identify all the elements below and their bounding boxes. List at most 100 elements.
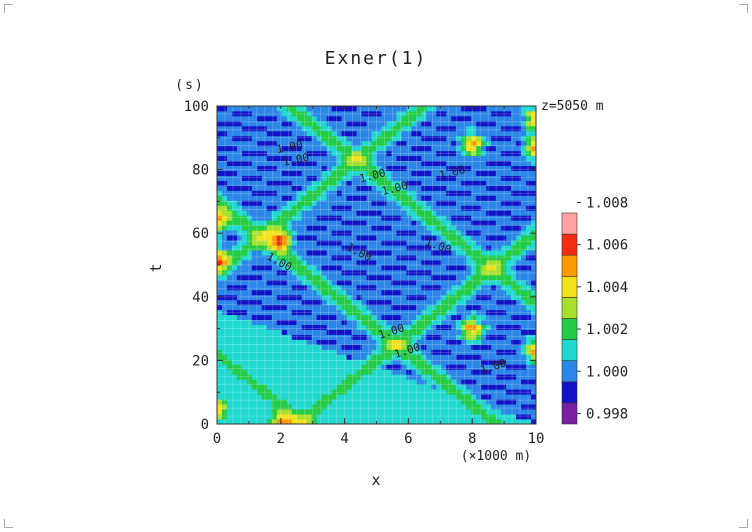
field-cell bbox=[421, 205, 427, 211]
field-cell bbox=[516, 106, 522, 112]
field-cell bbox=[521, 215, 527, 221]
field-cell bbox=[456, 215, 462, 221]
field-cell bbox=[436, 130, 442, 137]
field-cell bbox=[266, 255, 273, 261]
field-cell bbox=[281, 160, 288, 167]
field-cell bbox=[396, 150, 402, 157]
field-cell bbox=[356, 354, 362, 360]
field-cell bbox=[471, 309, 477, 316]
field-cell bbox=[246, 200, 253, 206]
field-cell bbox=[406, 289, 412, 296]
field-cell bbox=[221, 304, 228, 311]
field-cell bbox=[341, 195, 347, 201]
y-tick-label: 0 bbox=[201, 417, 209, 433]
field-cell bbox=[526, 250, 532, 256]
field-cell bbox=[481, 225, 487, 231]
field-cell bbox=[311, 250, 318, 256]
field-cell bbox=[461, 399, 467, 405]
field-cell bbox=[496, 160, 502, 167]
field-cell bbox=[301, 359, 308, 365]
field-cell bbox=[521, 220, 527, 226]
field-cell bbox=[291, 309, 298, 316]
field-cell bbox=[266, 200, 273, 206]
field-cell bbox=[226, 274, 233, 281]
field-cell bbox=[286, 200, 293, 206]
field-cell bbox=[421, 120, 427, 127]
field-cell bbox=[401, 399, 407, 405]
field-cell bbox=[501, 150, 507, 157]
field-cell bbox=[446, 265, 452, 271]
field-cell bbox=[381, 210, 387, 216]
field-cell bbox=[406, 314, 412, 321]
field-cell bbox=[236, 255, 243, 261]
field-cell bbox=[256, 170, 263, 176]
field-cell bbox=[481, 384, 487, 390]
field-cell bbox=[441, 170, 447, 176]
field-cell bbox=[301, 255, 308, 261]
field-cell bbox=[341, 284, 347, 291]
field-cell bbox=[471, 135, 477, 142]
field-cell bbox=[217, 200, 223, 206]
field-cell bbox=[291, 190, 298, 196]
field-cell bbox=[441, 329, 447, 335]
field-cell bbox=[441, 324, 447, 330]
field-cell bbox=[226, 120, 233, 127]
field-cell bbox=[401, 384, 407, 390]
field-cell bbox=[311, 364, 318, 370]
field-cell bbox=[501, 215, 507, 221]
field-cell bbox=[401, 354, 407, 360]
field-cell bbox=[361, 106, 367, 112]
field-cell bbox=[291, 269, 298, 276]
field-cell bbox=[266, 399, 273, 405]
field-cell bbox=[386, 245, 392, 251]
field-cell bbox=[256, 140, 263, 147]
field-cell bbox=[531, 369, 536, 375]
field-cell bbox=[466, 289, 472, 296]
field-cell bbox=[451, 269, 457, 276]
field-cell bbox=[356, 110, 362, 117]
field-cell bbox=[381, 314, 387, 321]
field-cell bbox=[386, 324, 392, 330]
field-cell bbox=[261, 269, 268, 276]
field-cell bbox=[441, 274, 447, 281]
field-cell bbox=[306, 374, 313, 380]
field-cell bbox=[436, 369, 442, 375]
field-cell bbox=[441, 339, 447, 345]
field-cell bbox=[461, 195, 467, 201]
field-cell bbox=[276, 409, 283, 415]
field-cell bbox=[501, 324, 507, 330]
field-cell bbox=[496, 185, 502, 191]
field-cell bbox=[381, 225, 387, 231]
field-cell bbox=[461, 115, 467, 122]
field-cell bbox=[421, 304, 427, 311]
field-cell bbox=[531, 324, 536, 330]
field-cell bbox=[316, 284, 323, 291]
field-cell bbox=[506, 409, 512, 415]
field-cell bbox=[291, 404, 298, 410]
field-cell bbox=[526, 175, 532, 181]
field-cell bbox=[306, 245, 313, 251]
field-cell bbox=[261, 215, 268, 221]
field-cell bbox=[271, 409, 278, 415]
field-cell bbox=[511, 125, 517, 132]
field-cell bbox=[381, 245, 387, 251]
field-cell bbox=[241, 284, 248, 291]
field-cell bbox=[291, 150, 298, 157]
field-cell bbox=[236, 220, 243, 226]
field-cell bbox=[286, 125, 293, 132]
field-cell bbox=[331, 309, 338, 316]
field-cell bbox=[506, 150, 512, 157]
field-cell bbox=[491, 135, 497, 142]
field-cell bbox=[531, 319, 536, 326]
field-cell bbox=[217, 374, 223, 380]
field-cell bbox=[271, 349, 278, 355]
field-cell bbox=[241, 255, 248, 261]
field-cell bbox=[471, 195, 477, 201]
field-cell bbox=[531, 115, 536, 122]
field-cell bbox=[416, 414, 422, 420]
field-cell bbox=[286, 374, 293, 380]
field-cell bbox=[291, 160, 298, 167]
field-cell bbox=[296, 215, 303, 221]
field-cell bbox=[376, 260, 382, 266]
field-cell bbox=[471, 344, 477, 350]
